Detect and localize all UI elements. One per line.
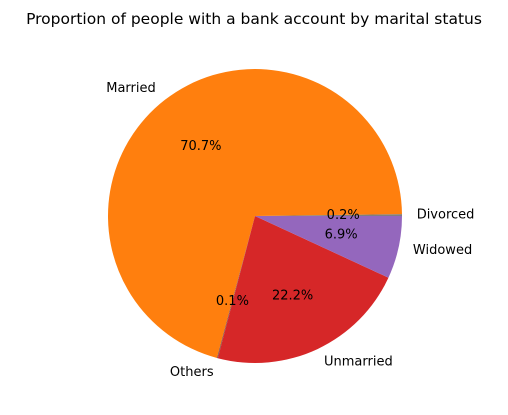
- slice-percent-widowed: 6.9%: [325, 227, 358, 242]
- slice-label-divorced: Divorced: [417, 207, 475, 222]
- slice-percent-married: 70.7%: [180, 139, 221, 154]
- slice-percent-unmarried: 22.2%: [272, 288, 313, 303]
- slice-label-others: Others: [170, 365, 214, 380]
- slice-label-widowed: Widowed: [413, 243, 472, 258]
- chart-title: Proportion of people with a bank account…: [26, 10, 482, 28]
- slice-label-unmarried: Unmarried: [324, 355, 393, 370]
- slice-label-married: Married: [106, 81, 156, 96]
- slice-percent-divorced: 0.2%: [327, 208, 360, 223]
- slice-percent-others: 0.1%: [216, 294, 249, 309]
